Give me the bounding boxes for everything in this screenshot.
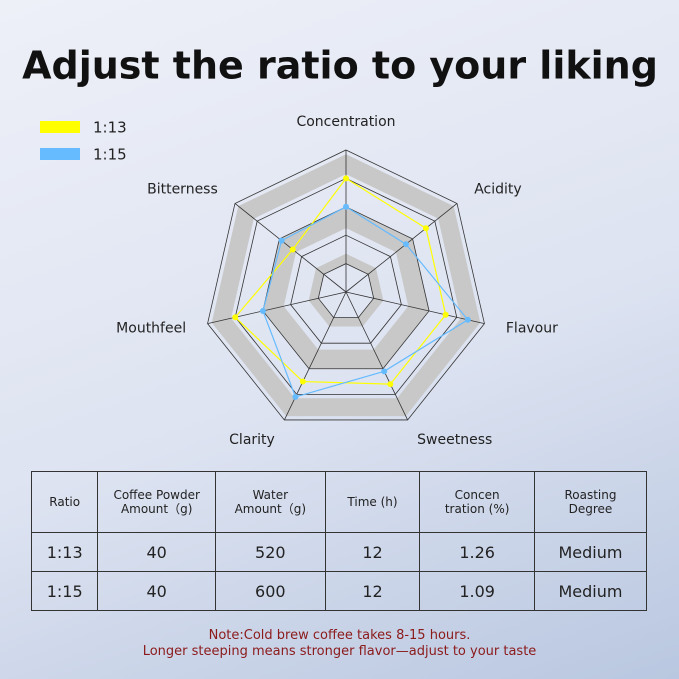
- axis-label: Clarity: [229, 432, 275, 448]
- cell: 12: [324, 532, 421, 572]
- header-cell: Time (h): [324, 471, 421, 533]
- cell: 40: [97, 571, 216, 611]
- data-table: Ratio Coffee Powder Amount（g) Water Amount（g…: [30, 471, 648, 611]
- point: [232, 314, 239, 321]
- series-line: [234, 177, 447, 385]
- point: [387, 381, 394, 388]
- legend-label: 1:13: [93, 119, 127, 137]
- point: [259, 307, 266, 314]
- band: [262, 206, 430, 369]
- cell: 600: [214, 571, 326, 611]
- legend-swatch: [40, 121, 80, 133]
- cell: 1.09: [419, 571, 535, 611]
- cell: 1:15: [30, 571, 99, 611]
- axis-label: Bitterness: [147, 182, 218, 198]
- header-text: Water: [252, 488, 289, 502]
- point: [422, 225, 429, 232]
- cell: 520: [214, 532, 326, 572]
- cell: 40: [97, 532, 216, 572]
- grid-ring: [207, 149, 485, 421]
- band: [308, 253, 384, 327]
- grid-ring: [290, 234, 402, 344]
- legend-swatch: [40, 148, 80, 160]
- point: [299, 378, 306, 385]
- cell: Medium: [533, 571, 648, 611]
- point: [464, 316, 471, 323]
- note: Note:Cold brew coffee takes 8-15 hours.: [208, 628, 471, 643]
- header-cell: Water Amount（g): [214, 471, 326, 533]
- axis-label: Mouthfeel: [116, 320, 186, 336]
- grid-ring: [262, 206, 430, 370]
- axis-label: Concentration: [296, 114, 395, 130]
- header-text: Concen: [454, 488, 500, 502]
- point: [292, 393, 299, 400]
- cell: 1.26: [419, 532, 535, 572]
- note: Longer steeping means stronger flavor—ad…: [142, 644, 537, 659]
- header-text: tration (%): [444, 502, 510, 516]
- row: 1:15 40 600 12 1.09 Medium: [30, 571, 648, 611]
- grid-ring: [234, 177, 458, 395]
- chart: Adjust the ratio to your liking Concentr…: [22, 44, 658, 448]
- point: [402, 241, 409, 248]
- cell: 1:13: [30, 532, 99, 572]
- header-cell: Coffee Powder Amount（g): [97, 471, 216, 533]
- point: [278, 237, 285, 244]
- header-text: Amount（g): [234, 502, 307, 516]
- spoke: [207, 291, 347, 324]
- header-text: Amount（g): [120, 502, 193, 516]
- spoke: [345, 291, 408, 421]
- spoke: [345, 203, 458, 293]
- header-text: Roasting: [564, 488, 617, 502]
- header-text: Degree: [568, 502, 613, 516]
- point: [343, 203, 349, 210]
- cell: Medium: [533, 532, 648, 572]
- axis-label: Sweetness: [417, 432, 492, 448]
- header-text: Coffee Powder: [113, 488, 200, 502]
- header-cell: Ratio: [30, 471, 99, 533]
- point: [442, 311, 449, 318]
- header-text: Ratio: [49, 495, 81, 509]
- point: [343, 175, 349, 182]
- point: [289, 246, 296, 253]
- header-cell: Concen tration (%): [419, 471, 535, 533]
- header-cell: Roasting Degree: [533, 471, 648, 533]
- cell: 12: [324, 571, 421, 611]
- grid-ring: [317, 263, 375, 318]
- axis-label: Acidity: [474, 182, 521, 198]
- header-text: Time (h): [347, 495, 398, 509]
- header-row: Ratio Coffee Powder Amount（g) Water Amount（g…: [30, 471, 648, 533]
- axis-label: Flavour: [506, 320, 558, 336]
- legend-label: 1:15: [93, 146, 127, 164]
- point: [381, 368, 388, 375]
- series-line: [262, 206, 469, 398]
- spoke: [345, 291, 485, 324]
- row: 1:13 40 520 12 1.26 Medium: [30, 532, 648, 572]
- chart-title: Adjust the ratio to your liking: [22, 44, 658, 88]
